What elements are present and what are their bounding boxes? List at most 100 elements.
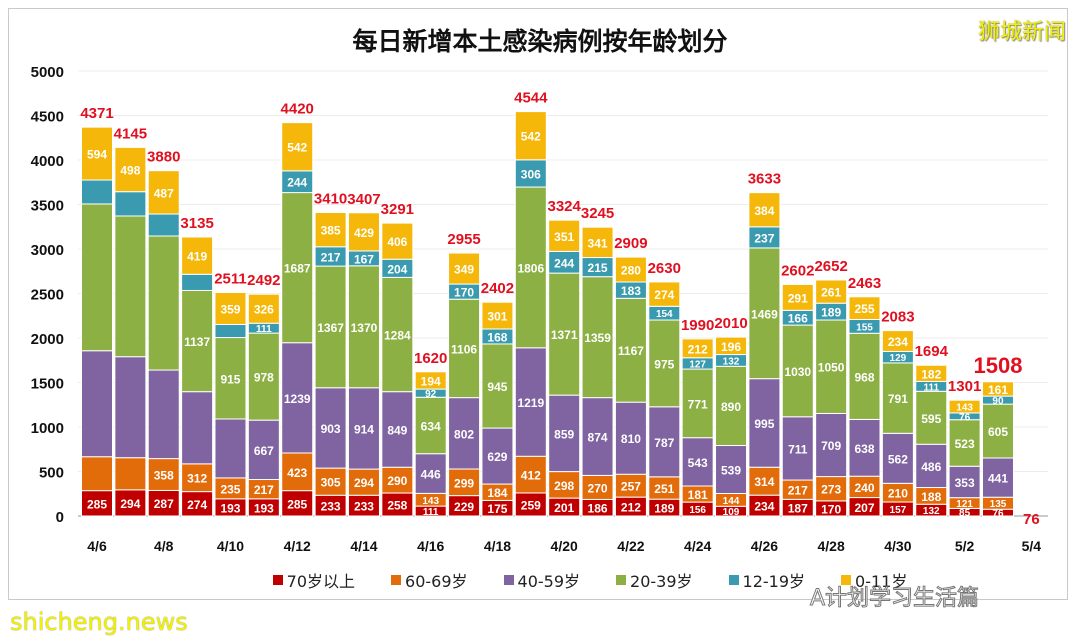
segment-label: 111	[923, 382, 939, 393]
bar-segment	[881, 362, 914, 434]
segment-label: 273	[821, 483, 841, 497]
bar-segment	[748, 466, 781, 496]
segment-label: 1167	[618, 344, 644, 358]
legend-swatch	[272, 575, 283, 585]
total-label: 4145	[114, 125, 147, 142]
x-tick-label: 4/8	[154, 538, 174, 554]
total-label: 2083	[881, 309, 914, 326]
bar-segment	[748, 247, 781, 380]
total-label: 3324	[547, 198, 581, 215]
segment-label: 1239	[284, 392, 311, 406]
segment-label: 419	[187, 250, 207, 264]
bar-segment	[815, 476, 848, 502]
segment-label: 76	[992, 509, 1004, 520]
bar-segment	[548, 272, 581, 396]
bar-segment	[214, 323, 247, 339]
segment-label: 385	[321, 224, 341, 238]
bar-segment	[548, 394, 581, 473]
bar-segment	[114, 457, 147, 491]
legend-item: 40-59岁	[503, 568, 580, 592]
x-tick-label: 4/16	[417, 538, 444, 554]
bar-segment	[781, 283, 814, 311]
segment-label: 903	[321, 422, 341, 436]
bar-segment	[915, 364, 948, 382]
total-label: 2463	[848, 275, 881, 292]
stacked-bar-chart: 0 500 1000 1500 2000 2500 3000 3500 4000 4500 5000…	[31, 64, 1048, 554]
x-tick-label: 4/6	[87, 538, 107, 554]
segment-label: 132	[723, 356, 740, 367]
segment-label: 161	[988, 383, 1008, 397]
bar-segment	[815, 412, 848, 478]
bar-segment	[147, 369, 180, 460]
total-label: 4371	[80, 105, 113, 122]
bar-segment	[414, 396, 447, 455]
segment-label: 849	[387, 423, 407, 437]
segment-label: 207	[854, 501, 874, 515]
y-tick-label: 0	[56, 509, 64, 526]
bar-segment	[81, 179, 113, 205]
legend: 70岁以上 60-69岁 40-59岁 20-39岁 12-19岁 0-11岁	[0, 568, 1080, 592]
segment-label: 341	[588, 236, 608, 250]
bar-segment	[715, 336, 748, 356]
segment-label: 1806	[517, 261, 544, 275]
bar-segment	[314, 265, 347, 389]
segment-label: 429	[354, 226, 374, 240]
bar-segment	[114, 356, 147, 459]
segment-label: 638	[854, 442, 874, 456]
x-tick-label: 4/14	[350, 538, 377, 554]
segment-label: 1030	[784, 365, 811, 379]
segment-label: 212	[621, 501, 641, 515]
segment-label: 978	[254, 371, 274, 385]
segment-label: 143	[422, 496, 439, 507]
bar-segment	[147, 213, 180, 237]
segment-label: 181	[688, 488, 708, 502]
segment-label: 129	[890, 353, 907, 364]
segment-label: 76	[959, 412, 971, 423]
bar-segment	[948, 399, 981, 414]
bar-segment	[114, 191, 147, 217]
segment-label: 874	[588, 431, 608, 445]
bar-segment	[181, 391, 214, 465]
legend-item: 60-69岁	[391, 568, 468, 592]
segment-label: 406	[387, 235, 407, 249]
segment-label: 193	[254, 501, 274, 515]
segment-label: 90	[992, 396, 1004, 407]
segment-label: 127	[689, 359, 706, 370]
segment-label: 121	[956, 499, 973, 510]
bar-segment	[281, 342, 314, 454]
segment-label: 290	[387, 474, 407, 488]
segment-label: 306	[521, 167, 541, 181]
total-label: 2652	[814, 258, 847, 275]
segment-label: 771	[688, 397, 708, 411]
bar-segment	[81, 456, 113, 492]
bar-segment	[314, 467, 347, 496]
segment-label: 1687	[284, 262, 311, 276]
legend-item: 12-19岁	[728, 568, 805, 592]
bar-segment	[381, 466, 414, 494]
segment-label: 212	[688, 342, 708, 356]
segment-label: 280	[621, 264, 641, 278]
bar-segment	[715, 365, 748, 447]
account-watermark: A计划学习生活篇	[809, 586, 980, 612]
segment-label: 144	[723, 496, 740, 507]
total-label: 3291	[381, 201, 414, 218]
bar-segment	[548, 471, 581, 499]
segment-label: 298	[554, 479, 574, 493]
bar-segment	[81, 203, 113, 352]
legend-swatch	[841, 575, 852, 585]
segment-label: 1106	[451, 342, 477, 356]
bar-segment	[214, 337, 247, 420]
bar-segment	[347, 212, 380, 252]
segment-label: 423	[287, 466, 307, 480]
bar-segment	[414, 371, 447, 390]
bar-segment	[314, 212, 347, 248]
bar-segment	[648, 406, 681, 478]
legend-item: 0-11岁	[841, 568, 907, 592]
segment-label: 294	[354, 476, 374, 490]
legend-item: 20-39岁	[616, 568, 693, 592]
bar-segment	[514, 159, 547, 188]
segment-label: 233	[354, 500, 374, 514]
x-tick-label: 4/28	[818, 538, 845, 554]
bar-segment	[948, 465, 981, 499]
segment-label: 184	[487, 486, 507, 500]
